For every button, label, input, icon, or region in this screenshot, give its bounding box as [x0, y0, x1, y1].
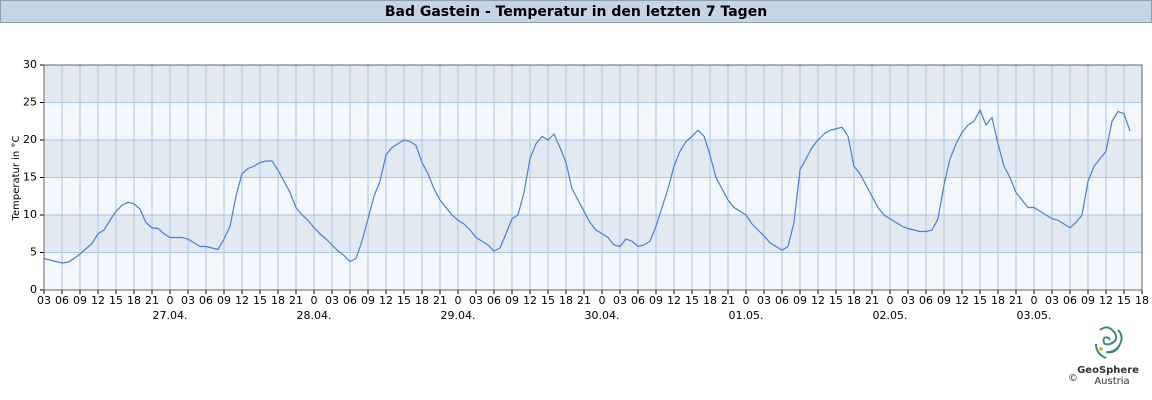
- x-tick-label: 0: [167, 294, 174, 307]
- date-label: 02.05.: [873, 309, 908, 322]
- x-tick-label: 06: [1063, 294, 1077, 307]
- x-tick-label: 15: [253, 294, 267, 307]
- x-tick-label: 03: [469, 294, 483, 307]
- x-tick-label: 15: [541, 294, 555, 307]
- x-tick-label: 03: [757, 294, 771, 307]
- grid-band: [44, 140, 1142, 178]
- x-tick-label: 18: [991, 294, 1005, 307]
- x-tick-label: 0: [1031, 294, 1038, 307]
- x-tick-label: 09: [73, 294, 87, 307]
- date-label: 30.04.: [585, 309, 620, 322]
- x-tick-label: 18: [1135, 294, 1149, 307]
- x-tick-label: 15: [685, 294, 699, 307]
- grid-band: [44, 252, 1142, 290]
- logo-mark: [1095, 326, 1123, 359]
- grid-band: [44, 65, 1142, 103]
- x-tick-label: 12: [955, 294, 969, 307]
- copyright: ©: [1068, 373, 1078, 384]
- x-tick-label: 09: [793, 294, 807, 307]
- x-tick-label: 03: [325, 294, 339, 307]
- temperature-line: [43, 108, 1131, 264]
- x-tick-label: 0: [887, 294, 894, 307]
- x-tick-label: 09: [505, 294, 519, 307]
- x-tick-label: 06: [199, 294, 213, 307]
- x-tick-label: 15: [397, 294, 411, 307]
- x-tick-label: 09: [649, 294, 663, 307]
- x-tick-label: 03: [1045, 294, 1059, 307]
- x-tick-label: 06: [55, 294, 69, 307]
- date-label: 03.05.: [1017, 309, 1052, 322]
- date-label: 01.05.: [729, 309, 764, 322]
- x-tick-label: 06: [775, 294, 789, 307]
- y-tick-label: 20: [23, 133, 37, 146]
- x-tick-label: 21: [145, 294, 159, 307]
- logo-name: GeoSphere: [1077, 365, 1139, 376]
- x-tick-label: 09: [217, 294, 231, 307]
- x-tick-label: 12: [667, 294, 681, 307]
- x-tick-label: 21: [1009, 294, 1023, 307]
- x-tick-label: 12: [91, 294, 105, 307]
- x-tick-label: 18: [559, 294, 573, 307]
- x-tick-label: 12: [523, 294, 537, 307]
- x-tick-label: 06: [343, 294, 357, 307]
- logo-dot: [1099, 347, 1103, 351]
- y-tick-label: 5: [30, 246, 37, 259]
- x-tick-label: 21: [289, 294, 303, 307]
- logo-country: Austria: [1094, 376, 1129, 387]
- x-tick-label: 03: [613, 294, 627, 307]
- x-tick-label: 21: [865, 294, 879, 307]
- chart-title: Bad Gastein - Temperatur in den letzten …: [385, 4, 767, 20]
- x-tick-label: 06: [631, 294, 645, 307]
- y-tick-label: 15: [23, 171, 37, 184]
- x-tick-label: 18: [847, 294, 861, 307]
- y-tick-label: 30: [23, 58, 37, 71]
- x-tick-label: 18: [703, 294, 717, 307]
- x-tick-label: 18: [415, 294, 429, 307]
- plot-frame: [43, 64, 1143, 291]
- x-tick-label: 0: [311, 294, 318, 307]
- x-tick-label: 06: [919, 294, 933, 307]
- x-tick-label: 15: [973, 294, 987, 307]
- y-axis-label: Temperatur in °C: [11, 136, 22, 222]
- x-tick-label: 06: [487, 294, 501, 307]
- x-tick-label: 03: [901, 294, 915, 307]
- x-tick-label: 15: [829, 294, 843, 307]
- x-tick-label: 09: [937, 294, 951, 307]
- x-tick-label: 0: [599, 294, 606, 307]
- logo: GeoSphere Austria ©: [1068, 326, 1139, 387]
- date-label: 29.04.: [441, 309, 476, 322]
- grid-band: [44, 102, 1142, 140]
- y-tick-label: 0: [30, 283, 37, 296]
- date-label: 27.04.: [153, 309, 188, 322]
- x-tick-label: 09: [361, 294, 375, 307]
- x-tick-label: 18: [271, 294, 285, 307]
- y-tick-label: 10: [23, 208, 37, 221]
- x-tick-label: 03: [181, 294, 195, 307]
- x-tick-label: 15: [1117, 294, 1131, 307]
- x-tick-label: 0: [455, 294, 462, 307]
- x-tick-label: 12: [379, 294, 393, 307]
- x-tick-label: 21: [721, 294, 735, 307]
- y-tick-label: 25: [23, 96, 37, 109]
- x-tick-label: 03: [37, 294, 51, 307]
- grid-band: [44, 177, 1142, 215]
- x-tick-label: 12: [1099, 294, 1113, 307]
- x-tick-label: 21: [577, 294, 591, 307]
- x-tick-label: 12: [811, 294, 825, 307]
- x-tick-label: 0: [743, 294, 750, 307]
- x-tick-label: 18: [127, 294, 141, 307]
- date-label: 28.04.: [297, 309, 332, 322]
- x-tick-label: 15: [109, 294, 123, 307]
- x-tick-label: 12: [235, 294, 249, 307]
- x-tick-label: 21: [433, 294, 447, 307]
- x-tick-label: 09: [1081, 294, 1095, 307]
